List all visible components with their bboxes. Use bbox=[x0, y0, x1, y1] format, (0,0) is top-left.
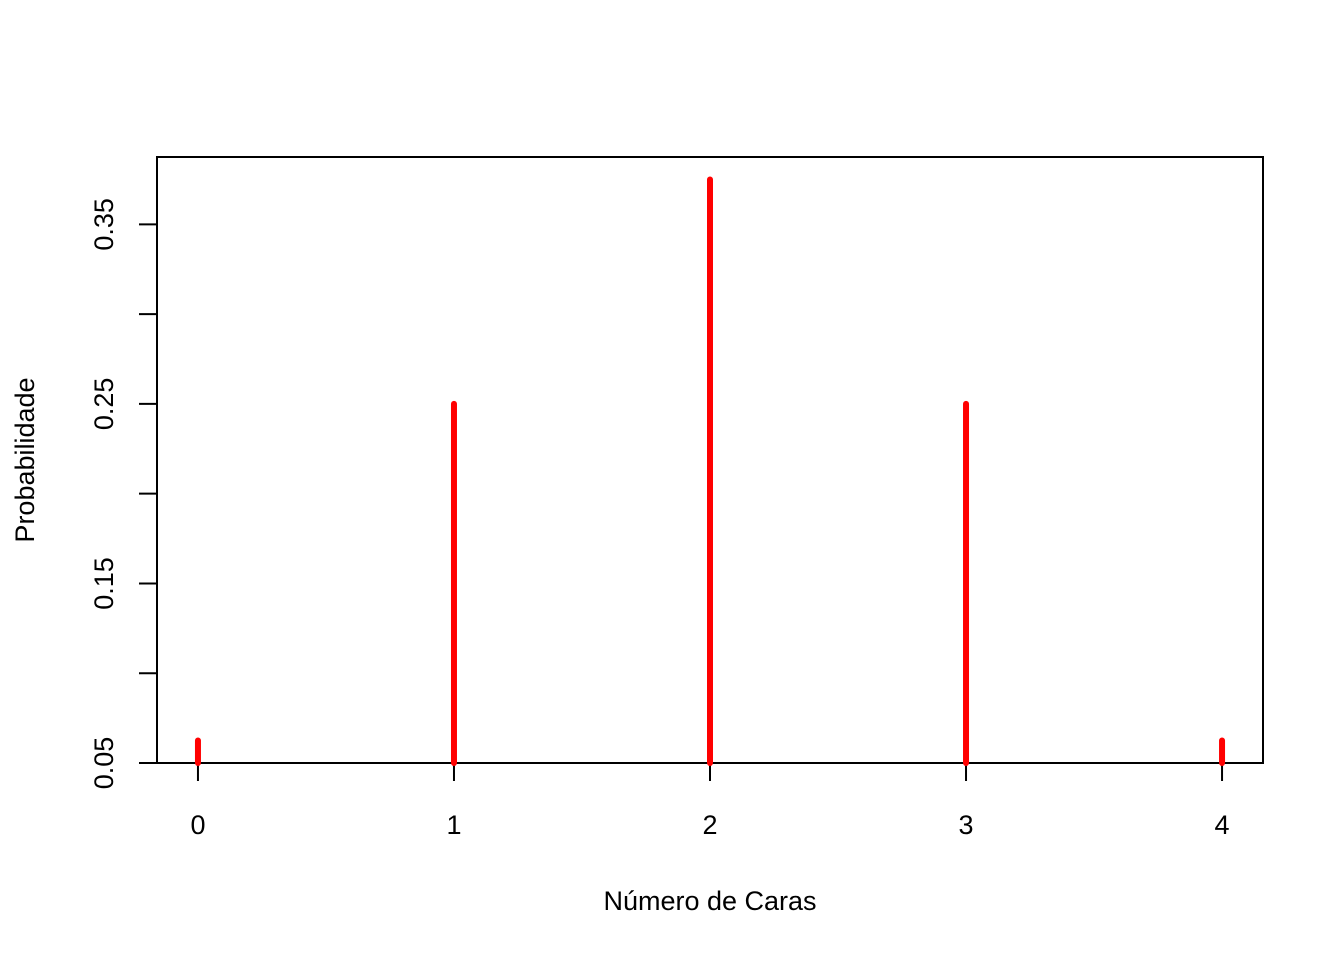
x-axis: 0 1 2 3 4 bbox=[190, 762, 1230, 840]
x-tick-label: 1 bbox=[446, 810, 461, 840]
y-axis-title: Probabilidade bbox=[10, 377, 40, 542]
y-tick-label: 0.25 bbox=[89, 378, 119, 431]
x-axis-title: Número de Caras bbox=[603, 886, 816, 916]
x-tick-label: 4 bbox=[1215, 810, 1230, 840]
x-tick-label: 3 bbox=[959, 810, 974, 840]
x-tick-label: 2 bbox=[702, 810, 717, 840]
x-tick-label: 0 bbox=[190, 810, 205, 840]
stems bbox=[194, 176, 1226, 766]
y-axis: 0.05 0.15 0.25 0.35 bbox=[89, 198, 158, 790]
y-tick-label: 0.15 bbox=[89, 557, 119, 610]
y-tick-label: 0.05 bbox=[89, 737, 119, 790]
y-tick-label: 0.35 bbox=[89, 198, 119, 251]
